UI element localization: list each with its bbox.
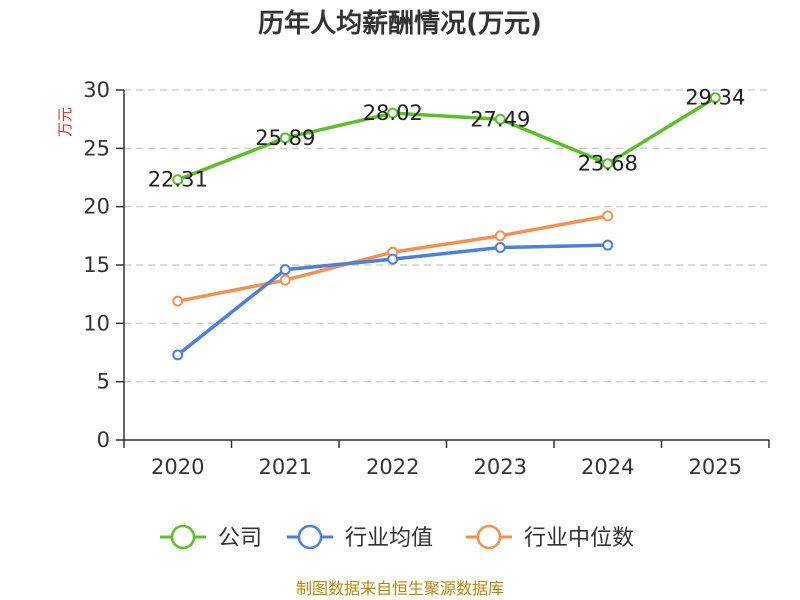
data-point <box>279 264 291 276</box>
legend-label: 公司 <box>218 526 262 551</box>
data-label: 29.34 <box>685 86 745 110</box>
data-label: 25.89 <box>255 126 315 150</box>
x-tick-label: 2025 <box>689 455 742 479</box>
data-point <box>387 107 399 119</box>
data-point <box>494 242 506 253</box>
grid <box>124 89 769 383</box>
data-point <box>494 113 506 125</box>
x-tick-label: 2020 <box>151 455 204 479</box>
source-note: 制图数据来自恒生聚源数据库 <box>296 579 504 598</box>
legend: 公司 行业均值 行业中位数 <box>160 524 634 551</box>
series-group: 22.31 25.89 28.02 27.49 23.68 29.34 <box>148 86 745 361</box>
legend-label: 行业中位数 <box>524 526 634 551</box>
series-line-0 <box>177 96 717 182</box>
data-point <box>602 158 614 170</box>
y-tick-label: 10 <box>83 311 110 335</box>
x-tick-label: 2022 <box>366 455 419 479</box>
data-label: 23.68 <box>578 152 638 176</box>
data-point <box>709 92 721 104</box>
chart-title: 历年人均薪酬情况(万元) <box>258 8 542 39</box>
y-tick-label: 20 <box>83 195 110 219</box>
y-tick-label: 15 <box>83 253 110 277</box>
data-point <box>279 132 291 144</box>
data-point <box>387 253 399 265</box>
y-tick-label: 5 <box>97 370 110 394</box>
data-point <box>602 239 614 251</box>
y-tick-label: 30 <box>83 78 110 102</box>
legend-marker <box>476 524 502 550</box>
y-axis-label: 万元 <box>56 107 74 137</box>
data-point <box>494 230 506 242</box>
data-point <box>172 295 184 307</box>
legend-label: 行业均值 <box>345 526 433 551</box>
x-tick-label: 2021 <box>259 455 312 479</box>
data-label: 28.02 <box>363 101 423 125</box>
data-label: 22.31 <box>148 168 208 192</box>
x-tick-label: 2023 <box>474 455 527 479</box>
data-point <box>172 349 184 361</box>
data-point <box>279 274 291 286</box>
data-label: 27.49 <box>470 107 530 131</box>
legend-marker <box>297 524 323 550</box>
x-tick-label: 2024 <box>581 455 634 479</box>
data-point <box>602 210 614 222</box>
data-point <box>172 174 184 186</box>
y-tick-label: 0 <box>97 428 110 452</box>
y-tick-label: 25 <box>83 136 110 160</box>
legend-marker <box>170 524 196 550</box>
